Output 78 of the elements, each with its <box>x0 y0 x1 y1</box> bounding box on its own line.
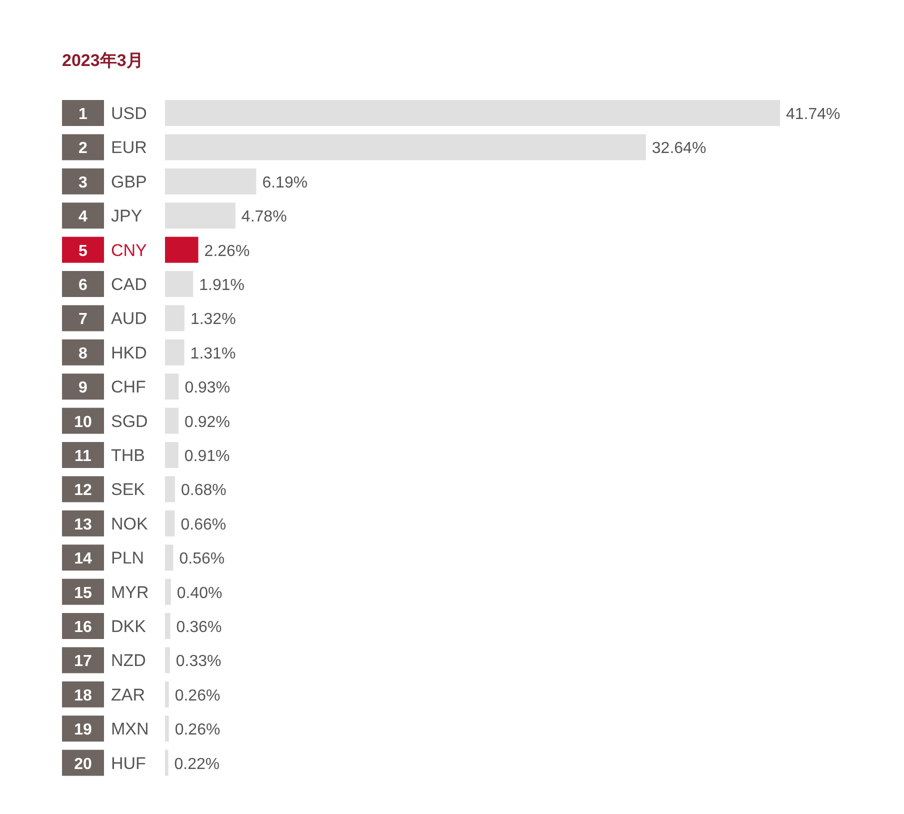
y-tick-label: ZAR <box>111 685 145 704</box>
bar <box>165 305 184 332</box>
bar <box>165 578 171 605</box>
text: 13 <box>74 516 92 534</box>
text: 2 <box>78 140 88 158</box>
y-tick-label: EUR <box>111 138 147 158</box>
y-tick-label: CHF <box>111 378 146 397</box>
bar <box>165 134 646 160</box>
y-tick-label: PLN <box>111 548 144 568</box>
bar <box>165 168 256 194</box>
data-label: 4.78% <box>241 208 287 226</box>
data-label: 1.31% <box>190 345 236 362</box>
data-label: 0.26% <box>174 687 220 704</box>
bar <box>165 476 176 502</box>
text: 4 <box>78 208 88 226</box>
text: 1 <box>78 106 88 123</box>
bar <box>165 442 178 468</box>
data-label: 6.19% <box>262 174 308 192</box>
data-label: 32.64% <box>652 140 706 158</box>
text: 17 <box>74 653 92 670</box>
bar <box>165 510 175 536</box>
y-tick-label: HUF <box>111 754 146 773</box>
y-tick-label: GBP <box>111 172 147 192</box>
data-label: 0.33% <box>176 653 222 670</box>
y-tick-label: THB <box>111 446 145 465</box>
text: 5 <box>78 242 88 260</box>
bar <box>165 647 170 674</box>
y-tick-label: AUD <box>111 309 147 328</box>
text: 6 <box>78 277 88 294</box>
y-tick-label: SGD <box>111 412 148 431</box>
y-tick-label: MYR <box>111 582 149 602</box>
data-label: 0.56% <box>179 550 225 568</box>
data-label: 1.32% <box>190 311 236 328</box>
y-tick-label: NOK <box>111 514 148 534</box>
text: 15 <box>74 584 92 602</box>
text: 9 <box>78 380 88 397</box>
y-tick-label: NZD <box>111 651 146 670</box>
text: 20 <box>74 756 92 773</box>
data-label: 0.68% <box>181 482 226 500</box>
y-tick-label: MXN <box>111 720 149 739</box>
data-label: 0.91% <box>184 448 230 465</box>
y-tick-label: HKD <box>111 343 147 362</box>
data-label: 0.26% <box>174 722 220 739</box>
y-tick-label: CNY <box>111 240 147 260</box>
data-label: 41.74% <box>786 106 840 123</box>
chart-title: 2023年3月 <box>62 51 144 70</box>
bar <box>165 202 236 229</box>
text: 3 <box>78 174 88 192</box>
data-label: 0.92% <box>184 414 230 431</box>
text: 19 <box>74 722 92 739</box>
data-label: 0.40% <box>176 584 222 602</box>
y-tick-label: JPY <box>111 206 142 226</box>
text: 12 <box>74 482 92 500</box>
bar <box>165 408 179 434</box>
y-tick-label: USD <box>111 104 147 123</box>
bar <box>165 271 194 297</box>
text: 7 <box>78 311 88 328</box>
y-tick-label: CAD <box>111 275 147 294</box>
text: 10 <box>74 414 92 431</box>
data-label: 0.36% <box>176 619 222 636</box>
data-label: 0.93% <box>184 380 230 397</box>
text: 14 <box>74 550 92 568</box>
bar <box>165 544 174 571</box>
data-label: 1.91% <box>199 277 245 294</box>
data-label: 0.66% <box>180 516 226 534</box>
bar <box>165 100 780 126</box>
data-label: 0.22% <box>174 756 220 773</box>
bar <box>165 374 179 400</box>
text: 16 <box>74 619 92 636</box>
text: 8 <box>78 345 88 362</box>
text: 18 <box>74 687 92 704</box>
bar <box>165 339 184 366</box>
text: 11 <box>74 448 92 465</box>
y-tick-label: SEK <box>111 480 146 500</box>
bar <box>165 613 170 639</box>
data-label: 2.26% <box>204 242 250 260</box>
y-tick-label: DKK <box>111 617 147 636</box>
bar <box>165 236 198 263</box>
